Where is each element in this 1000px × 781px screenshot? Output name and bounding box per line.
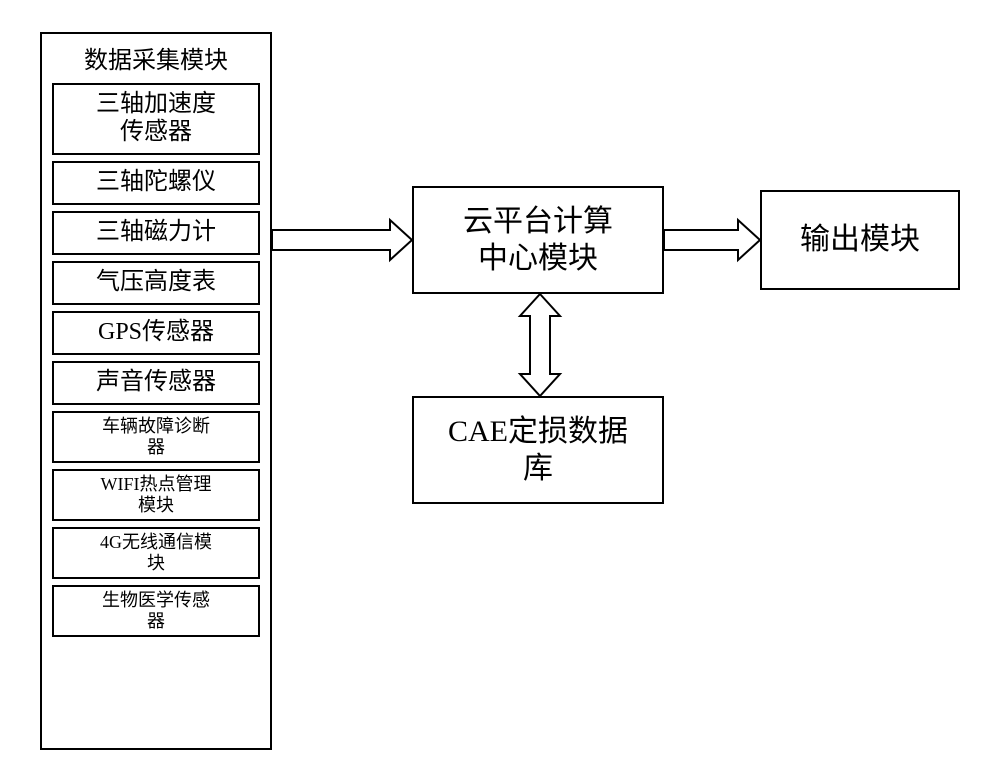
cae-damage-database: CAE定损数据 库 — [412, 396, 664, 504]
left-item-label: 车辆故障诊断 器 — [102, 416, 210, 457]
arrow-acquisition-to-cloud — [272, 220, 412, 260]
left-item: 声音传感器 — [52, 361, 260, 405]
cloud-computing-center-module: 云平台计算 中心模块 — [412, 186, 664, 294]
left-item: 生物医学传感 器 — [52, 585, 260, 637]
left-item: 4G无线通信模 块 — [52, 527, 260, 579]
left-item: 车辆故障诊断 器 — [52, 411, 260, 463]
left-item: 气压高度表 — [52, 261, 260, 305]
left-item-label: GPS传感器 — [98, 319, 214, 347]
left-item-label: 声音传感器 — [96, 369, 216, 397]
output-label: 输出模块 — [800, 221, 920, 259]
diagram-root: 数据采集模块 三轴加速度 传感器三轴陀螺仪三轴磁力计气压高度表 GPS传感器声音传… — [0, 0, 1000, 781]
left-item-label: 4G无线通信模 块 — [100, 532, 212, 573]
left-item-label: 三轴陀螺仪 — [96, 169, 216, 197]
left-item-label: 三轴磁力计 — [96, 219, 216, 247]
left-item-label: WIFI热点管理 模块 — [101, 474, 212, 515]
data-acquisition-title: 数据采集模块 — [42, 34, 270, 77]
data-acquisition-module: 数据采集模块 三轴加速度 传感器三轴陀螺仪三轴磁力计气压高度表 GPS传感器声音传… — [40, 32, 272, 750]
arrow-cloud-to-output — [664, 220, 760, 260]
left-item-label: 三轴加速度 传感器 — [96, 91, 216, 146]
cloud-label: 云平台计算 中心模块 — [463, 203, 613, 278]
arrow-cloud-cae-bidirectional — [520, 294, 560, 396]
cae-label: CAE定损数据 库 — [448, 413, 628, 488]
left-item: 三轴加速度 传感器 — [52, 83, 260, 155]
left-item: 三轴陀螺仪 — [52, 161, 260, 205]
left-item: GPS传感器 — [52, 311, 260, 355]
left-item-label: 气压高度表 — [96, 269, 216, 297]
output-module: 输出模块 — [760, 190, 960, 290]
left-item: WIFI热点管理 模块 — [52, 469, 260, 521]
left-item: 三轴磁力计 — [52, 211, 260, 255]
left-item-label: 生物医学传感 器 — [102, 590, 210, 631]
